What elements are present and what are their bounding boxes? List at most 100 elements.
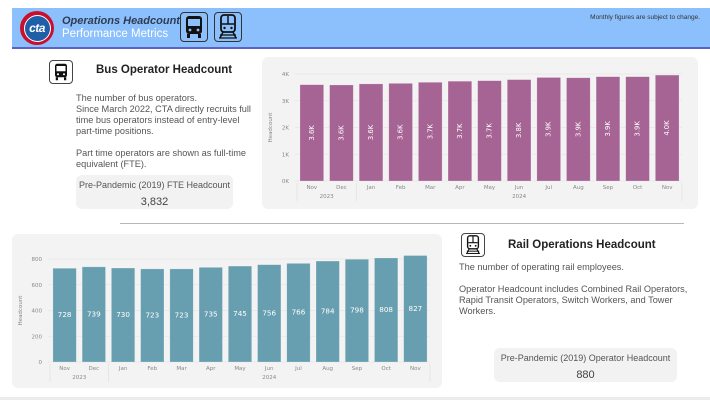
bar-data-label: 3.6K: [397, 124, 405, 140]
x-tick-label: Dec: [336, 185, 347, 191]
bar[interactable]: [299, 84, 324, 182]
bar[interactable]: [358, 83, 384, 182]
bar-data-label: 3.9K: [604, 121, 612, 137]
bar[interactable]: [625, 76, 650, 182]
bar-data-label: 3.9K: [634, 121, 642, 137]
y-tick-label: 1K: [282, 152, 289, 158]
x-tick-label: Nov: [306, 185, 317, 191]
bar-data-label: 766: [292, 308, 306, 317]
rail-headcount-chart: Headcount 0 200 400 600 800 728 Nov 739 Dec 730 Jan…: [18, 255, 431, 382]
x-tick-label: May: [234, 366, 246, 372]
bar-data-label: 723: [145, 310, 159, 319]
x-tick-label: Mar: [176, 366, 187, 372]
bus-description-p2: Part time operators are shown as full-ti…: [76, 148, 247, 169]
x-tick-label: Mar: [425, 185, 436, 191]
y-tick-label: 400: [32, 309, 43, 315]
bar[interactable]: [595, 76, 621, 182]
bus-description: The number of bus operators. Since March…: [76, 93, 256, 170]
bus-headcount-chart: Headcount 0K 1K 2K 3K 4K 3.6K Nov 3.6K Dec 3.6K Jan…: [268, 72, 683, 201]
bar-data-label: 798: [350, 306, 364, 315]
bar[interactable]: [536, 77, 561, 182]
header-title: Operations Headcount: [62, 15, 180, 27]
x-tick-label: May: [484, 185, 496, 191]
bar-data-label: 723: [175, 310, 189, 319]
bar[interactable]: [344, 258, 369, 363]
bus-kpi-label: Pre-Pandemic (2019) FTE Headcount: [78, 180, 231, 190]
bar[interactable]: [388, 83, 413, 182]
cta-logo: cta: [20, 11, 54, 45]
bus-section-title: Bus Operator Headcount: [96, 64, 233, 76]
bar[interactable]: [477, 80, 502, 182]
bus-kpi-card: Pre-Pandemic (2019) FTE Headcount 3,832: [76, 175, 233, 209]
bar[interactable]: [140, 268, 165, 363]
x-tick-label: Nov: [410, 366, 421, 372]
header-subtitle: Performance Metrics: [62, 28, 169, 40]
bus-kpi-value: 3,832: [140, 196, 169, 208]
x-tick-label: Apr: [455, 185, 465, 191]
x-year-label: 2024: [512, 194, 526, 200]
bar[interactable]: [315, 260, 340, 363]
bar-data-label: 730: [116, 310, 130, 319]
y-tick-label: 0: [39, 360, 43, 366]
bar-data-label: 827: [409, 304, 423, 313]
bar-data-label: 3.9K: [574, 121, 582, 137]
x-tick-label: Jul: [294, 366, 302, 372]
x-tick-label: Nov: [59, 366, 70, 372]
x-tick-label: Apr: [206, 366, 216, 372]
x-year-label: 2023: [320, 194, 334, 200]
y-tick-label: 2K: [282, 126, 289, 132]
y-tick-label: 800: [32, 257, 43, 263]
bar[interactable]: [329, 84, 354, 182]
rail-kpi-card: Pre-Pandemic (2019) Operator Headcount 8…: [494, 348, 677, 382]
x-tick-label: Jan: [118, 366, 128, 372]
y-tick-label: 600: [32, 283, 43, 289]
x-tick-label: Oct: [381, 366, 391, 372]
bar[interactable]: [52, 267, 77, 363]
x-year-label: 2023: [72, 375, 86, 381]
bar[interactable]: [447, 80, 473, 182]
bar[interactable]: [257, 264, 282, 363]
cta-logo-text: cta: [23, 14, 51, 42]
section-divider: [120, 223, 684, 224]
bus-icon: [180, 12, 208, 42]
x-tick-label: Dec: [89, 366, 100, 372]
bar[interactable]: [374, 257, 399, 363]
bar[interactable]: [198, 267, 223, 363]
bar-data-label: 735: [204, 310, 218, 319]
x-tick-label: Nov: [662, 185, 673, 191]
bar-data-label: 784: [321, 307, 335, 316]
bar-data-label: 808: [379, 305, 393, 314]
bar[interactable]: [228, 265, 252, 363]
bar[interactable]: [418, 81, 443, 182]
x-tick-label: Feb: [147, 366, 157, 372]
bar[interactable]: [403, 255, 428, 363]
bar[interactable]: [286, 263, 311, 363]
bar[interactable]: [111, 267, 136, 363]
x-tick-label: Oct: [633, 185, 643, 191]
rail-section-icon: [461, 233, 485, 257]
bar[interactable]: [81, 266, 106, 363]
bar-data-label: 3.7K: [456, 123, 464, 139]
disclaimer-note: Monthly figures are subject to change.: [590, 14, 700, 21]
x-tick-label: Jun: [514, 185, 524, 191]
bar[interactable]: [655, 74, 680, 182]
bar-data-label: 4.0K: [663, 120, 671, 136]
bus-description-p1: The number of bus operators. Since March…: [76, 93, 251, 136]
rail-kpi-label: Pre-Pandemic (2019) Operator Headcount: [500, 353, 671, 363]
x-tick-label: Jun: [264, 366, 274, 372]
header-band: cta Operations Headcount Performance Met…: [12, 8, 710, 49]
y-tick-label: 4K: [282, 72, 289, 78]
x-tick-label: Jan: [366, 185, 376, 191]
x-tick-label: Aug: [573, 185, 584, 191]
bar-data-label: 3.6K: [337, 125, 345, 141]
bar[interactable]: [566, 77, 591, 182]
bar-data-label: 756: [262, 308, 276, 317]
rail-section-title: Rail Operations Headcount: [508, 239, 656, 251]
bus-chart-panel: Headcount 0K 1K 2K 3K 4K 3.6K Nov 3.6K Dec 3.6K Jan…: [262, 57, 698, 209]
bar[interactable]: [506, 79, 532, 182]
bar-data-label: 3.6K: [367, 124, 375, 140]
bar-data-label: 3.9K: [545, 121, 553, 137]
bar[interactable]: [169, 268, 194, 363]
x-tick-label: Sep: [603, 185, 614, 191]
